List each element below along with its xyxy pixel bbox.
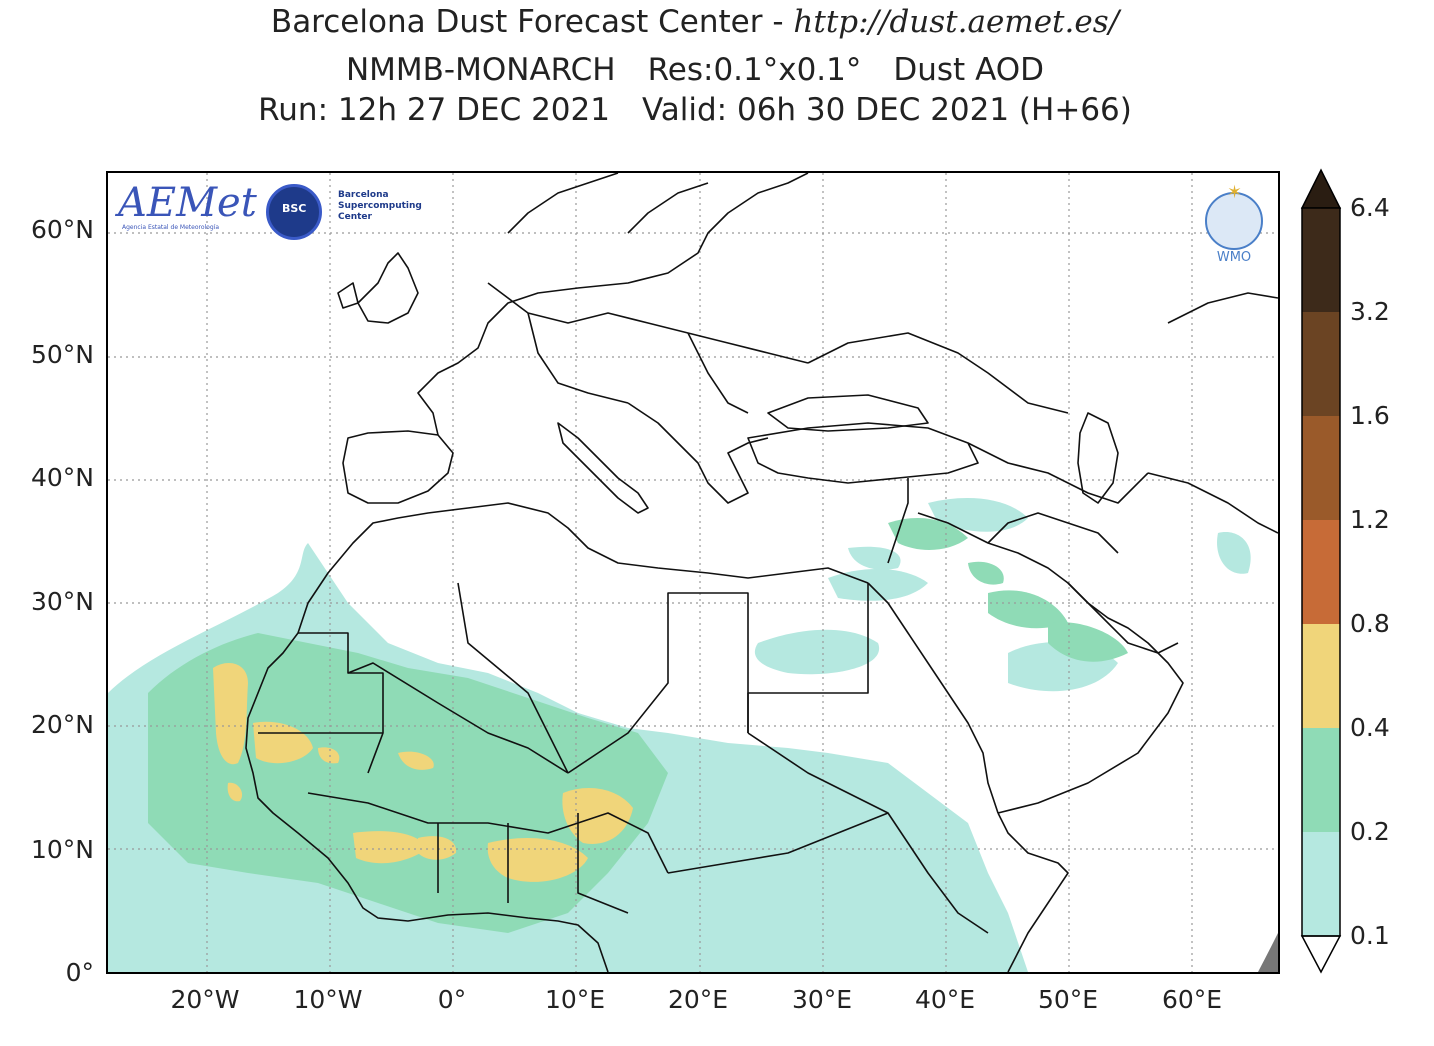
aemet-logo-text: AEMet bbox=[118, 180, 257, 226]
colorbar-label-1.6: 1.6 bbox=[1350, 401, 1390, 430]
title-run: Run: 12h 27 DEC 2021 bbox=[258, 92, 610, 128]
title-variable: Dust AOD bbox=[893, 52, 1045, 88]
colorbar-band-1.6-3.2 bbox=[1302, 312, 1340, 416]
colorbar-label-3.2: 3.2 bbox=[1350, 297, 1390, 326]
lon-label-10w: 10°W bbox=[293, 985, 363, 1014]
title-url[interactable]: http://dust.aemet.es/ bbox=[793, 4, 1120, 40]
lon-label-50e: 50°E bbox=[1037, 985, 1099, 1014]
map-panel bbox=[106, 171, 1280, 974]
colorbar-band-0.1-0.2 bbox=[1302, 832, 1340, 936]
title-line-1: Barcelona Dust Forecast Center - http://… bbox=[0, 2, 1390, 42]
bsc-logo: BSC Barcelona Supercomputing Center bbox=[266, 184, 496, 240]
aemet-logo-subtitle: Agencia Estatal de Meteorología bbox=[122, 224, 219, 231]
aod-level-0.4 bbox=[213, 663, 633, 882]
colorbar-label-0.2: 0.2 bbox=[1350, 817, 1390, 846]
colorbar-band-0.4-0.8 bbox=[1302, 624, 1340, 728]
lon-label-20e: 20°E bbox=[667, 985, 729, 1014]
bsc-logo-text: Barcelona Supercomputing Center bbox=[338, 190, 422, 223]
lat-label-30n: 30°N bbox=[30, 587, 94, 616]
colorbar-band-0.8-1.2 bbox=[1302, 520, 1340, 624]
dust-map bbox=[108, 173, 1278, 972]
colorbar-label-0.8: 0.8 bbox=[1350, 609, 1390, 638]
lon-label-60e: 60°E bbox=[1161, 985, 1223, 1014]
bsc-text-line-1: Barcelona bbox=[338, 190, 389, 200]
wmo-star-icon: ✶ bbox=[1227, 182, 1243, 203]
colorbar-label-0.4: 0.4 bbox=[1350, 713, 1390, 742]
colorbar-under-arrow bbox=[1300, 935, 1342, 974]
title-model: NMMB-MONARCH bbox=[345, 52, 616, 88]
colorbar-over-arrow bbox=[1300, 168, 1342, 209]
lon-label-10e: 10°E bbox=[544, 985, 606, 1014]
lon-label-20w: 20°W bbox=[170, 985, 240, 1014]
title-line-2: NMMB-MONARCH Res:0.1°x0.1° Dust AOD bbox=[0, 50, 1390, 90]
bsc-circle-icon bbox=[266, 184, 322, 240]
lat-label-60n: 60°N bbox=[30, 215, 94, 244]
lat-label-10n: 10°N bbox=[30, 835, 94, 864]
colorbar-label-6.4: 6.4 bbox=[1350, 193, 1390, 222]
title-resolution: Res:0.1°x0.1° bbox=[647, 52, 862, 88]
lat-label-50n: 50°N bbox=[30, 340, 94, 369]
title-center-name: Barcelona Dust Forecast Center - bbox=[270, 4, 794, 40]
wmo-globe-icon bbox=[1205, 192, 1263, 250]
nodata-corner-east bbox=[1258, 933, 1278, 972]
lat-label-20n: 20°N bbox=[30, 710, 94, 739]
colorbar bbox=[1300, 168, 1342, 974]
lon-label-0: 0° bbox=[437, 985, 467, 1014]
lon-label-30e: 30°E bbox=[791, 985, 853, 1014]
lat-label-0: 0° bbox=[65, 958, 94, 987]
colorbar-label-0.1: 0.1 bbox=[1350, 921, 1390, 950]
lat-label-40n: 40°N bbox=[30, 463, 94, 492]
colorbar-label-1.2: 1.2 bbox=[1350, 505, 1390, 534]
lon-label-40e: 40°E bbox=[914, 985, 976, 1014]
graticule bbox=[108, 173, 1278, 972]
wmo-logo: ✶ WMO bbox=[1197, 180, 1271, 268]
colorbar-band-3.2-6.4 bbox=[1302, 208, 1340, 312]
bsc-text-line-2: Supercomputing bbox=[338, 201, 422, 211]
coastlines bbox=[245, 173, 1278, 972]
colorbar-band-1.2-1.6 bbox=[1302, 416, 1340, 520]
aemet-logo: AEMet Agencia Estatal de Meteorología bbox=[118, 180, 257, 242]
title-valid: Valid: 06h 30 DEC 2021 (H+66) bbox=[641, 92, 1132, 128]
bsc-text-line-3: Center bbox=[338, 212, 372, 222]
wmo-logo-text: WMO bbox=[1216, 250, 1252, 265]
colorbar-band-0.2-0.4 bbox=[1302, 728, 1340, 832]
title-line-3: Run: 12h 27 DEC 2021 Valid: 06h 30 DEC 20… bbox=[0, 90, 1390, 130]
bsc-logo-mark: BSC bbox=[282, 202, 307, 215]
